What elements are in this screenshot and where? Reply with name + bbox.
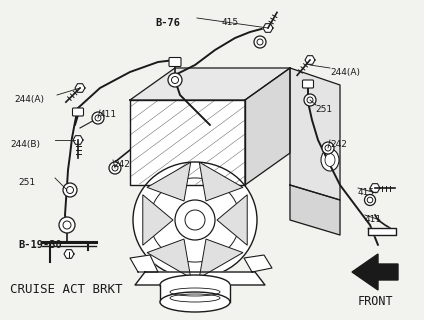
Polygon shape [245, 68, 290, 185]
Text: 244(A): 244(A) [14, 95, 44, 104]
FancyBboxPatch shape [73, 108, 84, 116]
Circle shape [367, 197, 373, 203]
Ellipse shape [160, 292, 230, 312]
Text: 415: 415 [222, 18, 239, 27]
Polygon shape [130, 100, 245, 185]
Text: B-76: B-76 [155, 18, 180, 28]
Circle shape [112, 165, 118, 171]
Circle shape [59, 217, 75, 233]
Polygon shape [263, 24, 273, 32]
Ellipse shape [321, 149, 339, 171]
Circle shape [257, 39, 263, 45]
Text: 251: 251 [315, 105, 332, 114]
Circle shape [185, 210, 205, 230]
Text: 242: 242 [330, 140, 347, 149]
Text: 415: 415 [358, 188, 375, 197]
Circle shape [168, 73, 182, 87]
Polygon shape [73, 136, 83, 144]
Text: 411: 411 [365, 215, 382, 224]
Circle shape [92, 112, 104, 124]
Polygon shape [75, 84, 85, 92]
Ellipse shape [133, 162, 257, 278]
Circle shape [109, 162, 121, 174]
Polygon shape [217, 195, 247, 245]
Polygon shape [290, 68, 340, 200]
Polygon shape [147, 162, 191, 201]
Polygon shape [143, 195, 173, 245]
FancyBboxPatch shape [169, 58, 181, 67]
Text: B-19-30: B-19-30 [18, 240, 62, 250]
Polygon shape [290, 185, 340, 235]
Text: FRONT: FRONT [358, 295, 393, 308]
Circle shape [67, 187, 73, 194]
Polygon shape [64, 250, 74, 258]
Text: 411: 411 [100, 110, 117, 119]
Text: 244(B): 244(B) [10, 140, 40, 149]
Circle shape [95, 115, 101, 121]
Circle shape [307, 97, 313, 103]
Circle shape [63, 221, 71, 229]
Polygon shape [370, 184, 380, 192]
Circle shape [175, 200, 215, 240]
Circle shape [365, 195, 376, 205]
Circle shape [322, 142, 334, 154]
Polygon shape [199, 239, 243, 278]
Ellipse shape [160, 275, 230, 295]
Polygon shape [147, 239, 191, 278]
Circle shape [63, 183, 77, 197]
Circle shape [325, 145, 331, 151]
Ellipse shape [325, 154, 335, 166]
Text: 244(A): 244(A) [330, 68, 360, 77]
Circle shape [171, 76, 179, 84]
Circle shape [254, 36, 266, 48]
Polygon shape [352, 254, 398, 290]
Polygon shape [305, 56, 315, 64]
Polygon shape [135, 272, 265, 285]
Text: 242: 242 [113, 160, 130, 169]
Polygon shape [130, 255, 158, 272]
FancyBboxPatch shape [302, 80, 313, 88]
Text: CRUISE ACT BRKT: CRUISE ACT BRKT [10, 283, 123, 296]
Polygon shape [199, 162, 243, 201]
Polygon shape [244, 255, 272, 272]
Circle shape [304, 94, 316, 106]
Polygon shape [368, 228, 396, 235]
Polygon shape [130, 68, 290, 100]
Text: 251: 251 [18, 178, 35, 187]
Polygon shape [160, 285, 230, 302]
